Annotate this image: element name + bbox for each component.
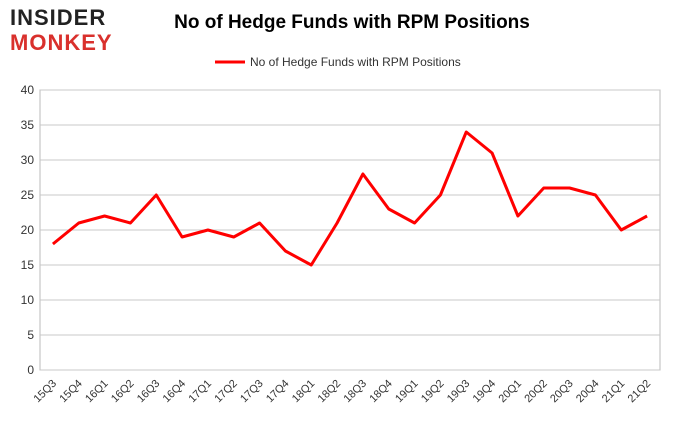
x-tick-label: 18Q2 bbox=[316, 378, 344, 406]
y-tick-label: 0 bbox=[27, 363, 34, 377]
x-tick-label: 21Q2 bbox=[626, 378, 654, 406]
y-tick-label: 10 bbox=[21, 293, 35, 307]
y-tick-label: 20 bbox=[21, 223, 35, 237]
y-tick-label: 5 bbox=[27, 328, 34, 342]
x-tick-label: 17Q2 bbox=[212, 378, 240, 406]
x-tick-label: 16Q2 bbox=[109, 378, 137, 406]
x-tick-label: 19Q1 bbox=[393, 378, 421, 406]
x-tick-label: 15Q3 bbox=[32, 378, 60, 406]
logo-top: INSIDER bbox=[10, 5, 106, 30]
x-tick-label: 20Q4 bbox=[574, 378, 602, 406]
x-tick-label: 17Q1 bbox=[187, 378, 215, 406]
x-tick-label: 18Q3 bbox=[342, 378, 370, 406]
y-tick-label: 40 bbox=[21, 83, 35, 97]
logo-bottom: MONKEY bbox=[10, 30, 113, 55]
x-tick-label: 18Q4 bbox=[367, 378, 395, 406]
chart-title: No of Hedge Funds with RPM Positions bbox=[174, 12, 530, 33]
x-tick-label: 20Q3 bbox=[548, 378, 576, 406]
x-tick-label: 15Q4 bbox=[57, 378, 85, 406]
x-tick-label: 18Q1 bbox=[290, 378, 318, 406]
line bbox=[51, 130, 648, 267]
x-tick-label: 20Q2 bbox=[522, 378, 550, 406]
x-tick-label: 19Q2 bbox=[419, 378, 447, 406]
x-tick-label: 21Q1 bbox=[600, 378, 628, 406]
x-tick-label: 16Q4 bbox=[161, 378, 189, 406]
y-tick-label: 25 bbox=[21, 188, 35, 202]
x-tick-label: 19Q3 bbox=[445, 378, 473, 406]
x-tick-label: 20Q1 bbox=[497, 378, 525, 406]
x-tick-label: 16Q3 bbox=[135, 378, 163, 406]
y-tick-label: 30 bbox=[21, 153, 35, 167]
x-tick-label: 19Q4 bbox=[471, 378, 499, 406]
x-tick-label: 17Q4 bbox=[264, 378, 292, 406]
x-tick-label: 17Q3 bbox=[238, 378, 266, 406]
legend-label: No of Hedge Funds with RPM Positions bbox=[250, 55, 461, 69]
x-tick-label: 16Q1 bbox=[83, 378, 111, 406]
y-tick-label: 35 bbox=[21, 118, 35, 132]
y-tick-label: 15 bbox=[21, 258, 35, 272]
